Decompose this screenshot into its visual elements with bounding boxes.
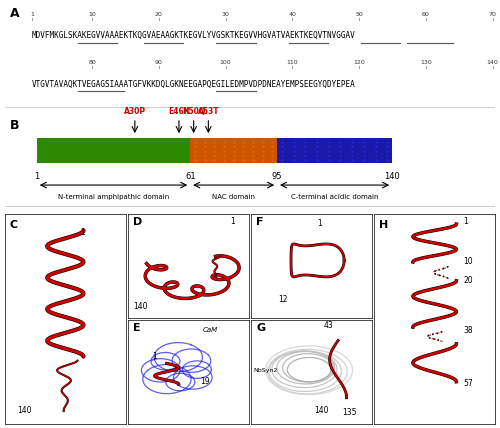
- Text: 140: 140: [384, 172, 400, 181]
- Text: 10: 10: [88, 12, 96, 17]
- Text: 130: 130: [420, 60, 432, 65]
- Text: 1: 1: [318, 219, 322, 228]
- Text: G: G: [256, 323, 265, 333]
- Text: 120: 120: [353, 60, 365, 65]
- Text: F: F: [256, 217, 264, 227]
- Text: NbSyn2: NbSyn2: [254, 368, 278, 373]
- Bar: [37, 138, 190, 163]
- Text: 57: 57: [464, 379, 473, 388]
- Text: B: B: [10, 119, 20, 132]
- Text: 140: 140: [17, 406, 32, 415]
- Text: 1: 1: [152, 352, 157, 361]
- Text: 40: 40: [288, 12, 296, 17]
- Text: 80: 80: [88, 60, 96, 65]
- Bar: [277, 138, 392, 163]
- Text: A: A: [10, 7, 20, 21]
- Text: D: D: [133, 217, 142, 227]
- Text: 19: 19: [200, 377, 210, 386]
- Text: VTGVTAVAQKTVEGAGSIAAATGFVKKDQLGKNEEGAPQEGILEDMPVDPDNEAYEMPSEEGYQDYEPEA: VTGVTAVAQKTVEGAGSIAAATGFVKKDQLGKNEEGAPQE…: [32, 80, 356, 89]
- Text: 20: 20: [464, 276, 473, 285]
- Text: 95: 95: [272, 172, 282, 181]
- Text: 1: 1: [30, 12, 34, 17]
- Text: 20: 20: [155, 12, 162, 17]
- Text: N-terminal amphipathic domain: N-terminal amphipathic domain: [58, 194, 169, 200]
- Text: 1: 1: [80, 228, 84, 237]
- Text: 12: 12: [278, 295, 287, 304]
- Text: 61: 61: [185, 172, 196, 181]
- Text: MDVFMKGLSKAKEGVVAAAEKTKQGVAEAAGKTKEGVLYVGSKTKEGVVHGVATVAEKTKEQVTNVGGAV: MDVFMKGLSKAKEGVVAAAEKTKQGVAEAAGKTKEGVLYV…: [32, 31, 356, 40]
- Text: 10: 10: [464, 257, 473, 266]
- Text: 140: 140: [486, 60, 498, 65]
- Text: H50Q: H50Q: [182, 107, 206, 116]
- Text: C-terminal acidic domain: C-terminal acidic domain: [291, 194, 378, 200]
- Bar: [190, 138, 277, 163]
- Text: 50: 50: [355, 12, 363, 17]
- Text: 30: 30: [222, 12, 230, 17]
- Text: 38: 38: [464, 327, 473, 336]
- Text: 1: 1: [230, 217, 235, 226]
- Text: 70: 70: [488, 12, 496, 17]
- Text: CaM: CaM: [203, 327, 218, 333]
- Text: H: H: [379, 220, 388, 230]
- Text: NAC domain: NAC domain: [212, 194, 255, 200]
- Text: 100: 100: [220, 60, 232, 65]
- Text: 43: 43: [324, 321, 334, 330]
- Text: 110: 110: [286, 60, 298, 65]
- Text: C: C: [10, 220, 18, 230]
- Text: 1: 1: [34, 172, 40, 181]
- Text: 140: 140: [133, 302, 148, 311]
- Text: A30P: A30P: [124, 107, 146, 116]
- Text: 60: 60: [422, 12, 430, 17]
- Text: 1: 1: [464, 217, 468, 226]
- Text: 140: 140: [314, 406, 328, 415]
- Text: E46K: E46K: [168, 107, 190, 116]
- Text: A53T: A53T: [198, 107, 219, 116]
- Text: E: E: [133, 323, 140, 333]
- Text: 135: 135: [342, 408, 356, 417]
- Text: 90: 90: [155, 60, 162, 65]
